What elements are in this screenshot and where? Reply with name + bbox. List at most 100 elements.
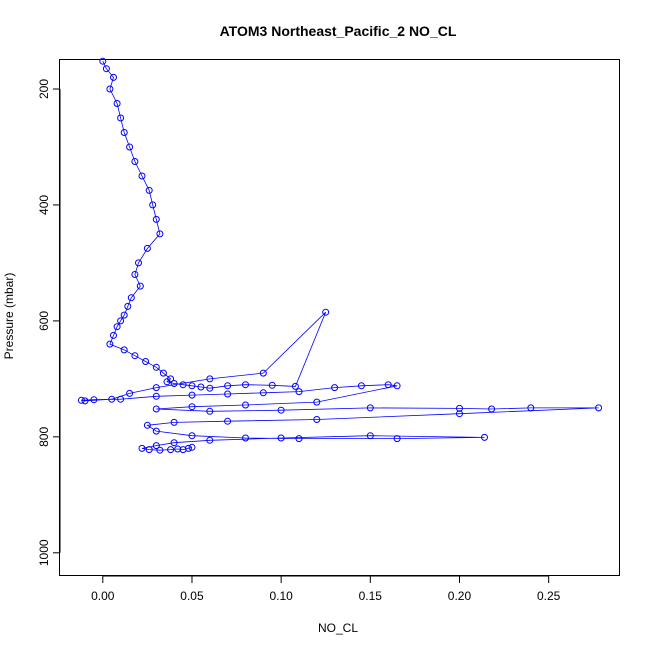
data-point [90,396,98,404]
data-point [136,282,144,290]
data-point [179,381,187,389]
data-point [295,435,303,443]
data-point [152,384,160,392]
data-point [102,65,110,73]
data-point [242,434,249,442]
data-point [106,340,114,348]
data-point [179,446,187,454]
plot-frame [59,59,620,576]
data-point [131,158,139,165]
data-point [481,433,488,441]
data-point [170,418,178,426]
data-point [113,323,121,331]
data-point [167,446,175,454]
data-point [156,446,164,454]
x-tick-label: 0.15 [359,589,383,603]
data-point [224,382,232,390]
data-point [126,143,134,151]
data-point [170,380,178,387]
data-point [163,378,171,386]
x-axis-label: NO_CL [318,621,358,635]
data-point [124,302,132,310]
data-point [120,129,128,136]
data-point [188,443,196,451]
data-point [456,404,463,412]
data-point [127,294,135,302]
data-point [110,331,117,339]
data-point [120,346,128,354]
x-tick-label: 0.20 [448,589,472,603]
data-point [384,381,392,389]
data-point [224,390,232,398]
data-point [117,395,125,403]
data-point [291,382,299,390]
data-point [174,445,182,453]
data-point [142,358,150,365]
data-point [106,85,114,93]
data-point [206,375,214,383]
data-point [259,389,267,397]
data-point [126,389,134,397]
data-point [188,403,196,411]
data-point [313,416,321,423]
y-tick-label: 800 [37,427,51,447]
data-point [117,114,125,122]
data-point [152,392,160,400]
y-tick-label: 600 [37,311,51,331]
data-point [277,434,285,442]
y-tick-label: 400 [37,195,51,215]
data-point [259,369,267,377]
data-point [77,396,85,404]
data-point [145,186,153,194]
data-point [170,439,178,447]
y-axis: 200 400 600 800 1000 [37,79,61,566]
x-axis: 0.00 0.05 0.10 0.15 0.20 0.25 [91,575,561,603]
x-tick-label: 0.25 [537,589,561,603]
data-point [99,57,107,65]
data-point [131,271,139,278]
data-point [242,381,249,389]
data-point [108,395,116,403]
x-tick-label: 0.10 [269,589,293,603]
data-point [197,383,205,391]
data-point [188,391,196,399]
data-point [242,401,249,409]
data-point [188,432,196,440]
data-point [456,410,463,418]
data-point [138,172,146,180]
data-point [295,388,303,396]
data-point [152,405,160,413]
data-point [110,73,117,81]
data-point [81,397,89,405]
data-point [206,436,214,444]
data-point [145,446,153,454]
data-point [366,404,374,412]
y-tick-label: 1000 [37,539,51,566]
x-tick-label: 0.00 [91,589,115,603]
data-point [131,352,139,360]
data-point [393,382,401,390]
data-point [184,444,192,452]
data-point [120,311,128,319]
data-point [143,421,151,429]
y-tick-label: 200 [37,79,51,99]
data-point [393,435,401,443]
data-point [113,100,121,107]
chart-title: ATOM3 Northeast_Pacific_2 NO_CL [220,23,457,39]
data-point [152,363,160,371]
data-point [268,381,276,389]
data-point [357,382,365,390]
data-point [206,407,214,415]
data-layer [77,57,603,454]
data-point [206,384,214,392]
data-point [313,398,321,406]
data-point [322,308,330,316]
data-point [117,317,125,325]
data-point [156,230,164,238]
x-tick-label: 0.05 [180,589,204,603]
data-point [331,384,339,392]
data-point [152,427,160,435]
data-point [143,244,151,252]
y-axis-label: Pressure (mbar) [2,273,16,360]
